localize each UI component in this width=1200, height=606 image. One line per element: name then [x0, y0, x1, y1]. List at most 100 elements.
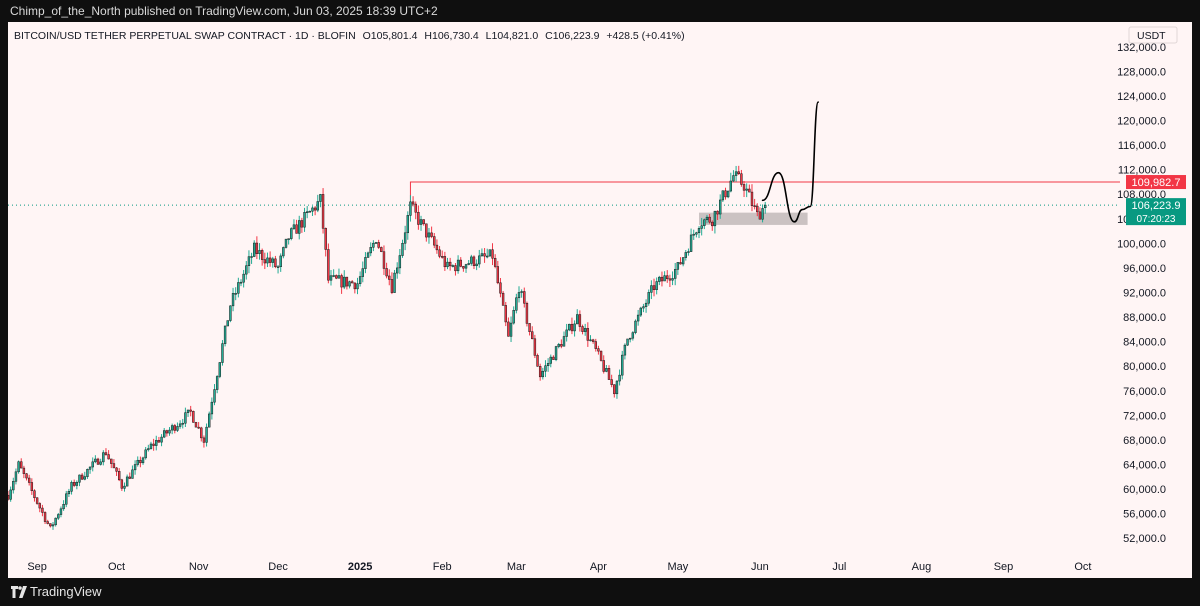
candle-body	[597, 348, 600, 352]
candle-body	[316, 201, 319, 211]
currency-box[interactable]	[1128, 26, 1178, 44]
candle-body	[644, 302, 648, 307]
x-tick-label: Apr	[590, 561, 607, 573]
candle-body	[88, 466, 92, 470]
candle-body	[721, 190, 725, 201]
candle-body	[287, 238, 290, 240]
candle-body	[49, 523, 52, 527]
currency-label[interactable]: USDT	[1137, 30, 1166, 42]
candle-body	[750, 191, 754, 206]
candle-body	[170, 425, 174, 431]
candle-body	[758, 211, 762, 220]
candle-body	[464, 264, 468, 269]
candle-body	[340, 275, 343, 288]
candle-body	[748, 188, 751, 193]
candle-body	[147, 448, 150, 451]
last-price-tag	[1126, 198, 1186, 226]
candle-body	[512, 310, 515, 324]
candle-body	[594, 341, 597, 349]
candle-body	[155, 440, 158, 446]
candle-body	[740, 173, 743, 185]
candle-body	[515, 297, 518, 311]
candle-body	[245, 265, 248, 275]
chart-area[interactable]: 52,000.0 56,000.0 60,000.0 64,000.0 68,000.0…	[8, 22, 1192, 578]
candle-body	[319, 194, 322, 202]
candle-body	[303, 212, 306, 228]
candle-body	[9, 489, 12, 500]
candle-body	[30, 482, 34, 491]
candle-body	[523, 291, 526, 304]
candle-body	[396, 267, 399, 274]
x-tick-label: Jun	[751, 561, 769, 573]
candle-body	[284, 238, 288, 248]
candle-body	[59, 508, 63, 515]
candle-body	[374, 242, 378, 244]
candle-body	[242, 273, 245, 283]
candle-body	[621, 354, 624, 376]
candle-body	[676, 262, 680, 270]
candle-body	[345, 276, 349, 287]
x-tick-label: Aug	[912, 561, 932, 573]
candle-body	[525, 302, 529, 324]
candle-body	[234, 293, 237, 295]
candle-body	[668, 278, 672, 281]
candle-body	[83, 476, 86, 480]
candle-body	[679, 262, 682, 265]
candle-body	[438, 249, 441, 257]
candle-body	[163, 430, 166, 438]
candle-body	[160, 436, 163, 443]
candle-body	[260, 250, 264, 260]
candle-body	[178, 423, 182, 427]
candle-body	[356, 283, 359, 290]
candle-body	[120, 479, 124, 489]
candle-body	[70, 482, 73, 492]
candle-body	[366, 252, 370, 258]
candle-body	[343, 276, 346, 288]
y-tick-label: 124,000.0	[1117, 91, 1166, 103]
price-chart[interactable]: 52,000.0 56,000.0 60,000.0 64,000.0 68,000.0…	[8, 22, 1192, 578]
candle-body	[102, 452, 105, 463]
resistance-price-label: 109,982.7	[1132, 177, 1181, 189]
candle-body	[184, 412, 187, 424]
y-tick-label: 132,000.0	[1117, 42, 1166, 54]
candle-body	[390, 279, 394, 293]
candle-body	[54, 517, 57, 526]
candle-body	[388, 275, 391, 280]
candle-body	[499, 282, 502, 294]
x-tick-label: Sep	[994, 561, 1014, 573]
resistance-line	[409, 181, 1120, 206]
symbol-name: BITCOIN/USD TETHER PERPETUAL SWAP CONTRA…	[14, 30, 356, 42]
candle-body	[552, 356, 555, 360]
candle-body	[443, 256, 447, 268]
candle-body	[531, 331, 534, 340]
y-tick-label: 100,000.0	[1117, 238, 1166, 250]
x-tick-label: Dec	[268, 561, 288, 573]
candle-body	[115, 467, 118, 472]
candle-body	[435, 244, 439, 251]
candle-body	[726, 190, 730, 198]
candle-body	[459, 259, 462, 267]
candle-body	[573, 323, 576, 332]
candle-body	[655, 281, 658, 290]
candle-body	[467, 263, 470, 265]
candle-body	[475, 263, 478, 267]
candle-body	[80, 474, 84, 480]
ohlc-close: C106,223.9	[545, 30, 599, 42]
candle-body	[91, 461, 94, 468]
candle-body	[75, 481, 79, 486]
candle-body	[761, 208, 764, 220]
candle-body	[189, 409, 192, 412]
candle-body	[213, 389, 216, 403]
candle-body	[541, 370, 545, 378]
y-tick-label: 76,000.0	[1123, 386, 1166, 398]
candle-body	[57, 514, 60, 519]
candle-body	[86, 469, 89, 477]
y-tick-label: 60,000.0	[1123, 484, 1166, 496]
candle-body	[210, 401, 214, 415]
candle-body	[658, 276, 661, 282]
candle-body	[403, 232, 407, 244]
candle-body	[96, 458, 100, 465]
tradingview-logo-icon[interactable]	[11, 586, 27, 598]
tradingview-brand[interactable]: TradingView	[30, 584, 102, 599]
candle-body	[576, 314, 579, 325]
